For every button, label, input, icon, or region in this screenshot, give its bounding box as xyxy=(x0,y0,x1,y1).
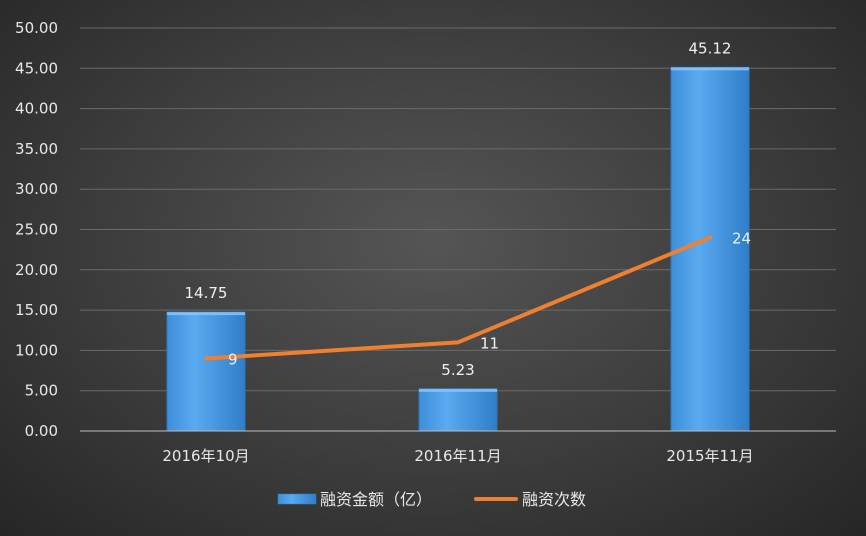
bar-data-label: 14.75 xyxy=(185,284,228,302)
bar-highlight xyxy=(671,67,749,70)
y-tick-label: 30.00 xyxy=(15,180,58,198)
y-tick-label: 15.00 xyxy=(15,301,58,319)
line-data-label: 9 xyxy=(228,350,238,368)
y-tick-label: 5.00 xyxy=(25,382,58,400)
y-tick-label: 50.00 xyxy=(15,19,58,37)
y-tick-label: 0.00 xyxy=(25,422,58,440)
y-tick-label: 45.00 xyxy=(15,59,58,77)
x-tick-label: 2015年11月 xyxy=(666,447,753,465)
bar-highlight xyxy=(419,389,497,392)
x-axis: 2016年10月 2016年11月 2015年11月 xyxy=(162,447,753,465)
bar xyxy=(167,312,245,431)
line-path xyxy=(206,238,710,359)
y-tick-label: 25.00 xyxy=(15,221,58,239)
legend-bar-swatch xyxy=(278,494,316,504)
line-data-label: 11 xyxy=(480,334,499,352)
legend: 融资金额（亿） 融资次数 xyxy=(278,490,586,509)
y-tick-label: 20.00 xyxy=(15,261,58,279)
bar-highlight xyxy=(167,312,245,315)
legend-bar-label: 融资金额（亿） xyxy=(320,490,432,509)
x-tick-label: 2016年11月 xyxy=(414,447,501,465)
y-axis: 0.00 5.00 10.00 15.00 20.00 25.00 30.00 35.00 40… xyxy=(15,19,58,440)
bar-data-label: 5.23 xyxy=(441,361,474,379)
bar-data-labels: 14.75 5.23 45.12 xyxy=(185,39,732,379)
legend-line-label: 融资次数 xyxy=(522,490,586,509)
line-series xyxy=(206,238,710,359)
bar xyxy=(419,389,497,431)
bar-data-label: 45.12 xyxy=(689,39,732,57)
y-tick-label: 10.00 xyxy=(15,341,58,359)
y-tick-label: 35.00 xyxy=(15,140,58,158)
line-data-label: 24 xyxy=(732,230,751,248)
y-tick-label: 40.00 xyxy=(15,100,58,118)
x-tick-label: 2016年10月 xyxy=(162,447,249,465)
